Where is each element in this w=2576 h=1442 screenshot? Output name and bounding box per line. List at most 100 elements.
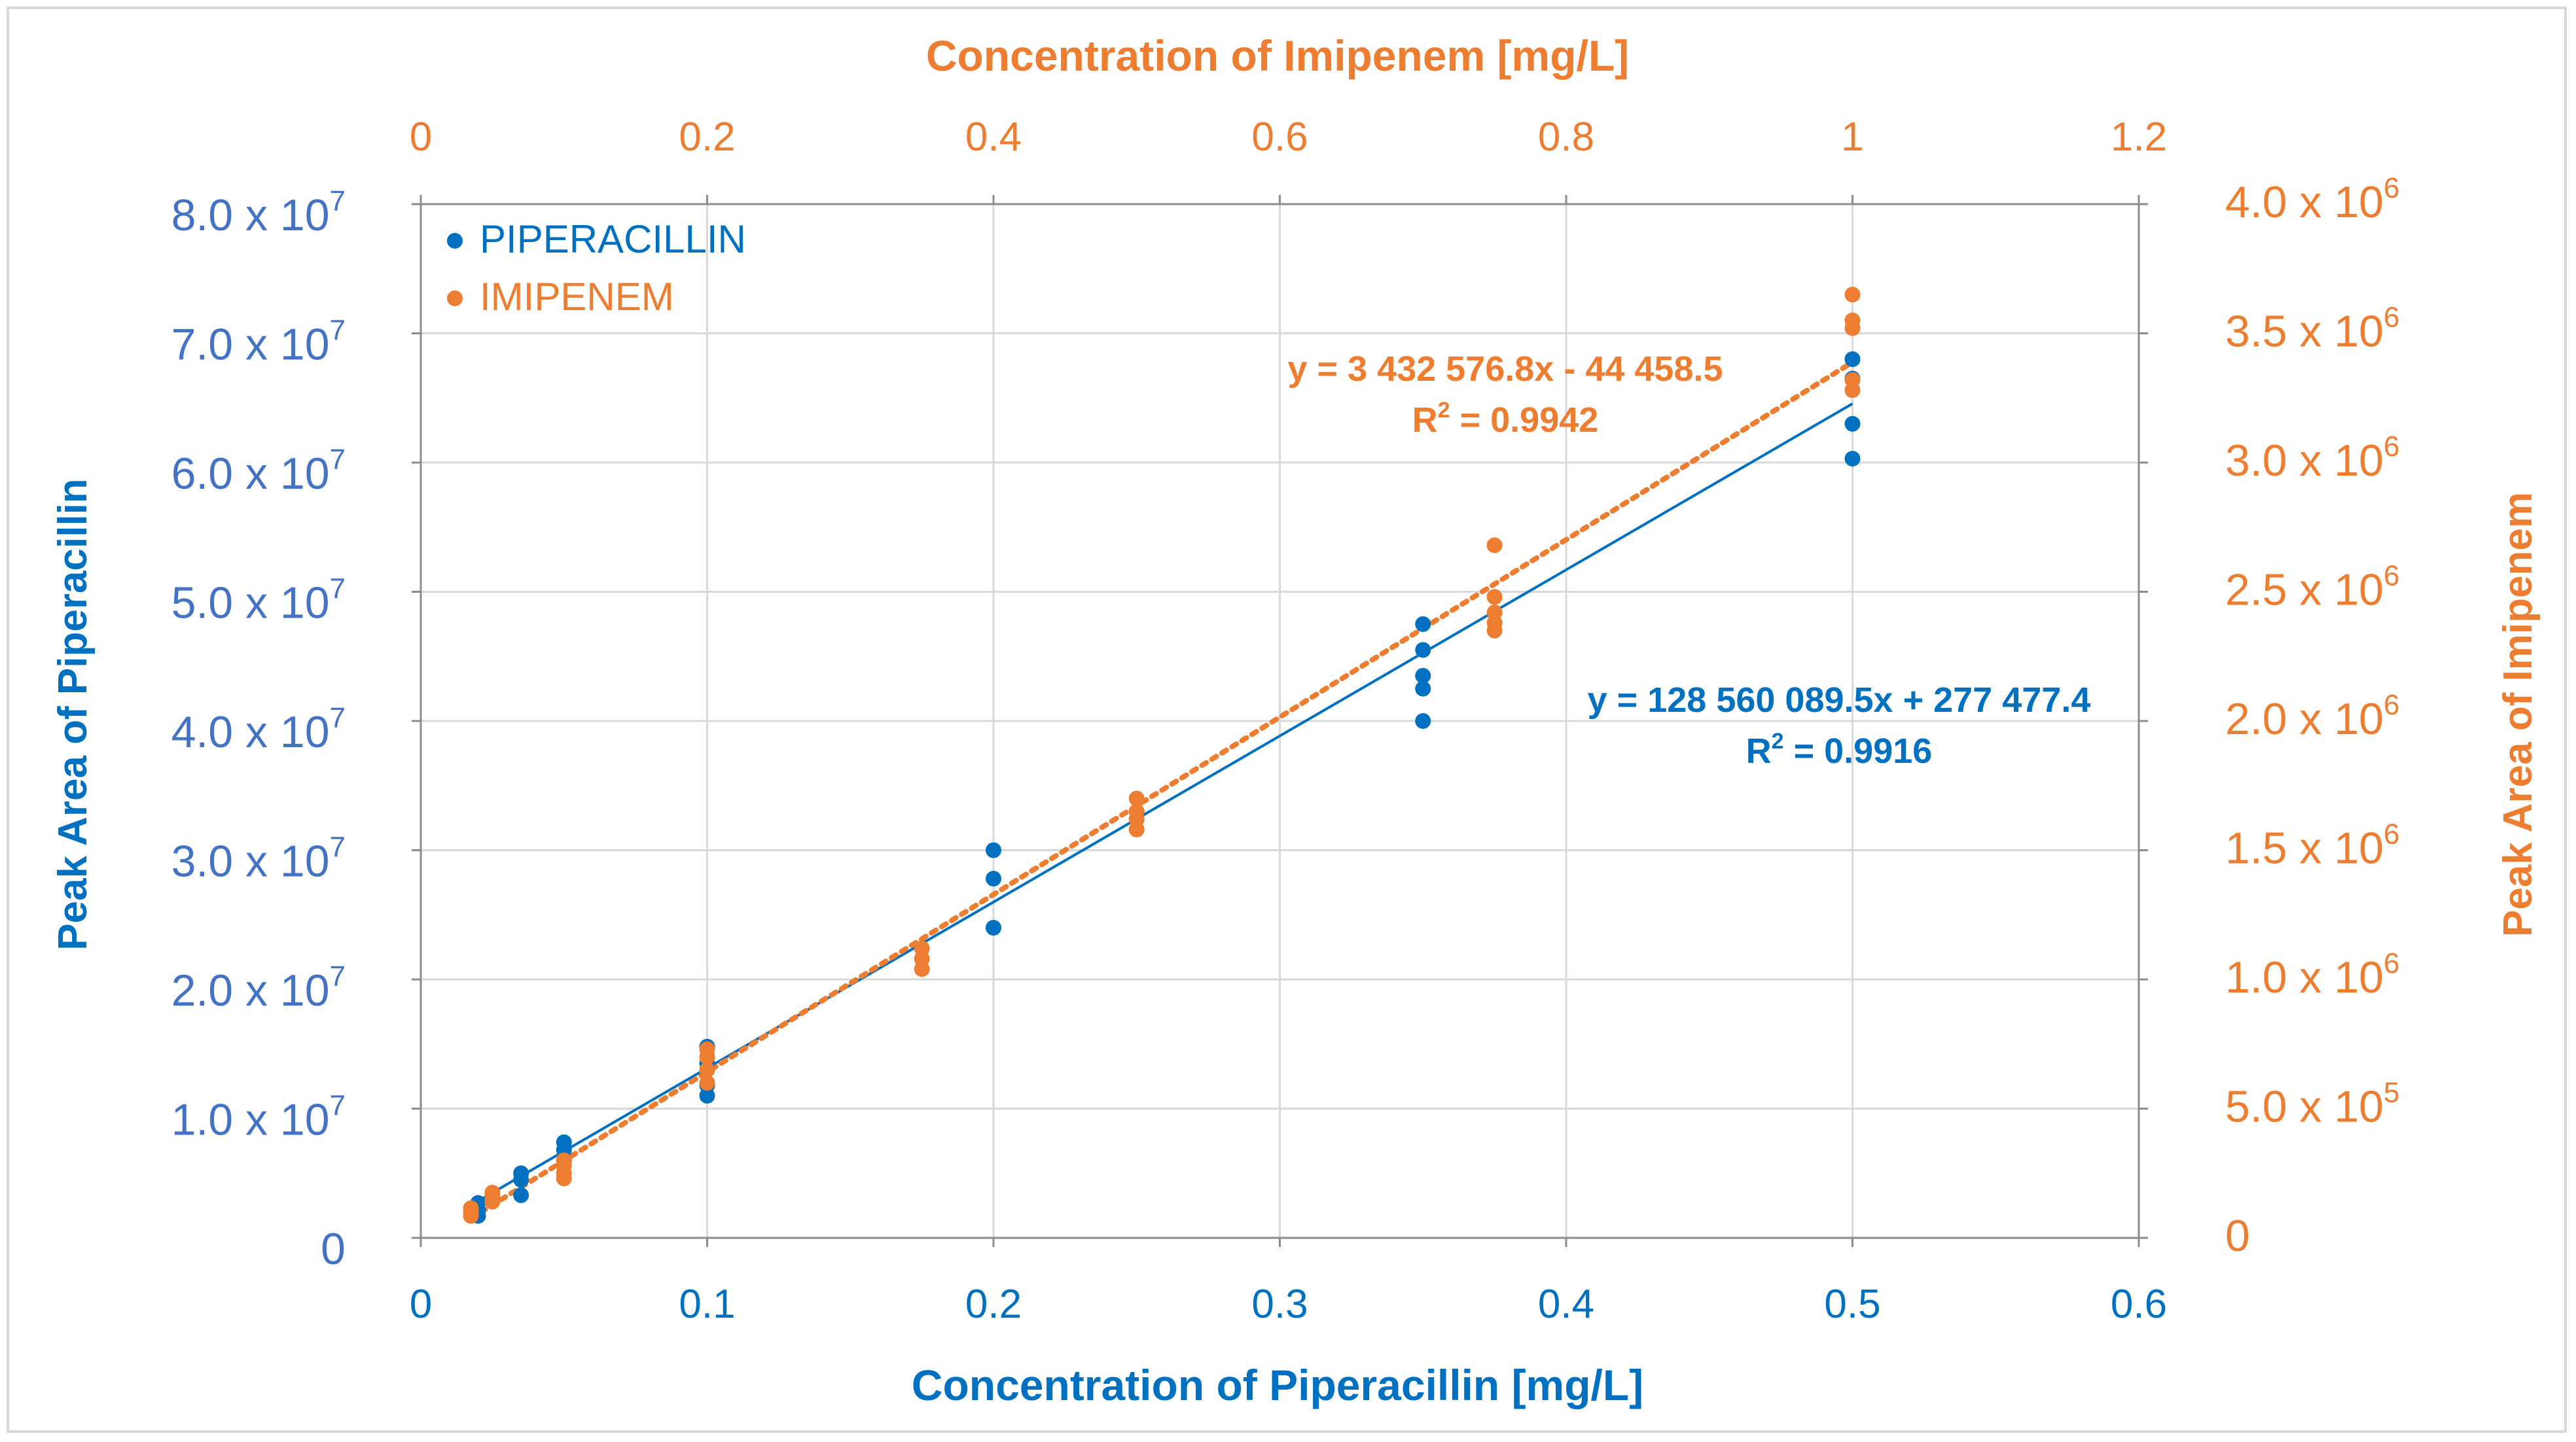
tick-exponent: 7 xyxy=(330,1090,346,1122)
y-right-tick-label: 2.5 x 106 xyxy=(2225,560,2399,615)
data-points xyxy=(463,287,1861,1224)
y-left-tick-label: 3.0 x 107 xyxy=(171,832,346,887)
tick-exponent: 6 xyxy=(2384,689,2399,721)
chart-frame xyxy=(7,7,2567,1433)
left-axis-title: Peak Area of Piperacillin xyxy=(50,478,96,950)
point-imipenem xyxy=(699,1075,715,1091)
y-left-tick-label: 4.0 x 107 xyxy=(171,702,346,757)
point-imipenem xyxy=(699,1041,715,1057)
tick-base: 7.0 x 10 xyxy=(171,320,330,370)
point-piperacillin xyxy=(513,1165,529,1182)
point-imipenem xyxy=(699,1062,715,1078)
y-left-tick-label: 8.0 x 107 xyxy=(171,185,346,240)
tick-base: 3.0 x 10 xyxy=(171,837,330,887)
point-piperacillin xyxy=(1415,616,1431,632)
y-right-tick-label: 0 xyxy=(2225,1211,2250,1261)
point-piperacillin xyxy=(1415,667,1431,684)
legend-label-imipenem: IMIPENEM xyxy=(480,275,674,319)
point-imipenem xyxy=(556,1152,572,1169)
piperacillin-r2-value: = 0.9916 xyxy=(1784,731,1933,771)
axes: 0 0.1 0.2 0.3 0.4 0.5 0.6 0 0.2 0.4 0.6 0.8 1 1.2 0 1.0… xyxy=(171,114,2400,1327)
bottom-axis-title: Concentration of Piperacillin [mg/L] xyxy=(912,1361,1643,1409)
imipenem-r2-exp: 2 xyxy=(1438,398,1450,423)
imipenem-r2-value: = 0.9942 xyxy=(1450,400,1599,440)
tick-exponent: 7 xyxy=(330,444,346,476)
point-imipenem xyxy=(914,940,930,957)
legend-marker-imipenem xyxy=(447,290,463,306)
y-right-tick-label: 2.0 x 106 xyxy=(2225,689,2399,744)
point-piperacillin xyxy=(1415,680,1431,697)
tick-exponent: 7 xyxy=(330,185,346,217)
tick-base: 6.0 x 10 xyxy=(171,449,330,499)
tick-exponent: 7 xyxy=(330,702,346,734)
tick-exponent: 7 xyxy=(330,832,346,864)
y-right-tick-label: 1.0 x 106 xyxy=(2225,947,2399,1002)
x-top-tick-label: 1 xyxy=(1841,114,1863,160)
legend-marker-piperacillin xyxy=(447,233,463,249)
y-right-tick-label: 3.5 x 106 xyxy=(2225,302,2399,357)
imipenem-r2-label: R xyxy=(1412,400,1438,440)
tick-exponent: 7 xyxy=(330,315,346,347)
legend-label-piperacillin: PIPERACILLIN xyxy=(480,217,746,261)
tick-exponent: 6 xyxy=(2384,560,2399,592)
y-left-tick-label: 1.0 x 107 xyxy=(171,1090,346,1145)
point-piperacillin xyxy=(986,920,1001,936)
y-right-tick-label: 3.0 x 106 xyxy=(2225,431,2399,485)
piperacillin-equation: y = 128 560 089.5x + 277 477.4 xyxy=(1588,680,2091,720)
tick-base: 5.0 x 10 xyxy=(171,578,330,628)
tick-exponent: 5 xyxy=(2384,1077,2399,1109)
point-imipenem xyxy=(1844,312,1861,328)
tick-exponent: 6 xyxy=(2384,818,2399,851)
point-piperacillin xyxy=(986,870,1001,887)
tick-base: 8.0 x 10 xyxy=(171,190,330,240)
tick-exponent: 6 xyxy=(2384,302,2399,334)
x-bottom-tick-label: 0.2 xyxy=(965,1282,1022,1327)
point-imipenem xyxy=(1486,537,1503,554)
x-bottom-tick-label: 0.6 xyxy=(2111,1282,2167,1327)
point-piperacillin xyxy=(986,842,1001,858)
right-axis-title: Peak Area of Imipenem xyxy=(2496,492,2541,937)
x-bottom-tick-label: 0.5 xyxy=(1824,1282,1880,1327)
point-piperacillin xyxy=(1844,415,1861,432)
x-top-tick-label: 0.4 xyxy=(965,114,1022,160)
tick-base: 3.5 x 10 xyxy=(2225,307,2384,357)
top-axis-title: Concentration of Imipenem [mg/L] xyxy=(926,31,1629,80)
grid xyxy=(420,203,2140,1239)
tick-base: 2.0 x 10 xyxy=(2225,694,2384,744)
tick-base: 4.0 x 10 xyxy=(2225,177,2384,227)
x-top-tick-label: 0.8 xyxy=(1538,114,1594,160)
tick-base: 4.0 x 10 xyxy=(171,707,330,757)
tick-exponent: 6 xyxy=(2384,172,2399,204)
y-right-tick-label: 4.0 x 106 xyxy=(2225,172,2399,227)
point-imipenem xyxy=(1486,605,1503,621)
tick-exponent: 6 xyxy=(2384,431,2399,463)
y-left-tick-label: 7.0 x 107 xyxy=(171,315,346,370)
imipenem-r2: R2 = 0.9942 xyxy=(1412,398,1599,440)
tick-exponent: 7 xyxy=(330,573,346,605)
tick-exponent: 7 xyxy=(330,960,346,993)
point-piperacillin xyxy=(1844,351,1861,367)
imipenem-equation: y = 3 432 576.8x - 44 458.5 xyxy=(1287,349,1723,389)
trendlines xyxy=(468,359,1855,1222)
point-piperacillin xyxy=(1415,642,1431,658)
x-top-tick-label: 0.6 xyxy=(1251,114,1308,160)
point-imipenem xyxy=(463,1200,479,1216)
y-left-tick-label: 6.0 x 107 xyxy=(171,444,346,499)
tick-base: 5.0 x 10 xyxy=(2225,1082,2384,1132)
tick-base: 3.0 x 10 xyxy=(2225,436,2384,485)
point-imipenem xyxy=(1844,287,1861,303)
point-piperacillin xyxy=(556,1134,572,1150)
trendline-imipenem xyxy=(468,359,1855,1222)
y-left-tick-label: 2.0 x 107 xyxy=(171,960,346,1015)
y-left-tick-label: 5.0 x 107 xyxy=(171,573,346,628)
legend: PIPERACILLIN IMIPENEM xyxy=(447,217,746,319)
point-piperacillin xyxy=(1415,713,1431,729)
x-bottom-tick-label: 0.4 xyxy=(1538,1282,1594,1327)
tick-base: 2.5 x 10 xyxy=(2225,565,2384,615)
x-bottom-tick-label: 0.3 xyxy=(1251,1282,1308,1327)
tick-exponent: 6 xyxy=(2384,947,2399,979)
tick-base: 0 xyxy=(2225,1211,2250,1261)
point-imipenem xyxy=(1844,372,1861,388)
point-imipenem xyxy=(1486,589,1503,605)
